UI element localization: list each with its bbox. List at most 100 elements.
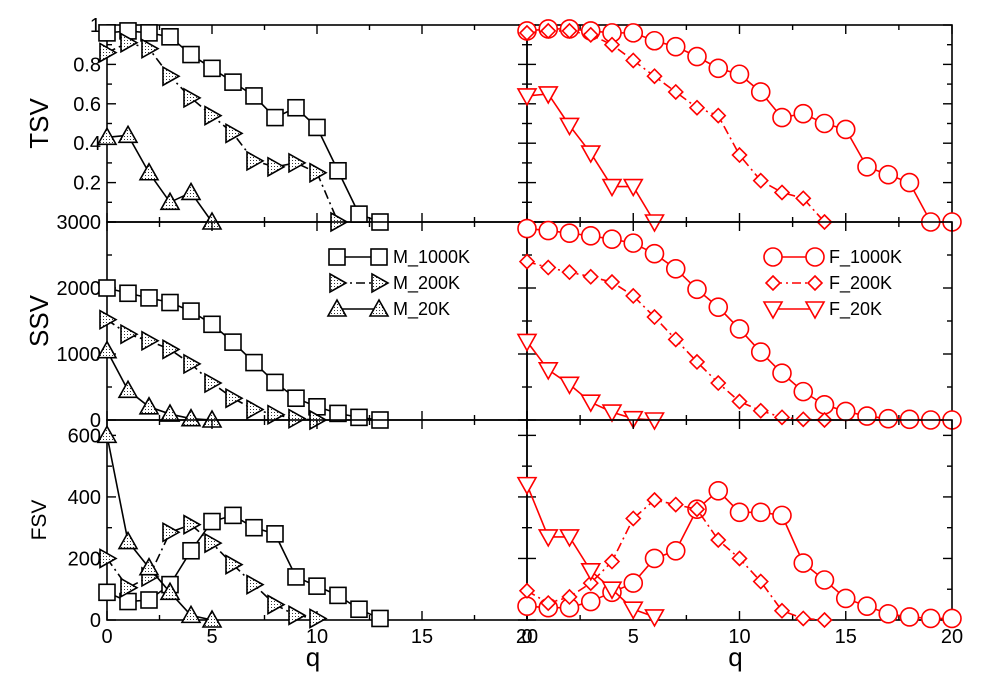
data-point	[371, 609, 389, 628]
data-point	[729, 64, 750, 85]
data-point	[225, 122, 244, 144]
data-point	[183, 353, 202, 375]
data-point	[708, 297, 729, 317]
data-point	[665, 259, 686, 279]
data-point	[752, 573, 769, 590]
data-point	[246, 399, 265, 420]
data-point	[667, 496, 684, 513]
legend-marker	[329, 272, 348, 294]
data-point	[622, 601, 644, 620]
data-point	[96, 340, 118, 359]
data-point	[183, 87, 202, 109]
data-point	[329, 404, 347, 423]
series-line	[526, 28, 952, 223]
y-tick-label: 0	[90, 410, 101, 432]
data-point	[99, 548, 118, 569]
data-point	[601, 178, 623, 198]
data-point	[182, 541, 200, 560]
data-point	[603, 36, 621, 53]
data-point	[538, 220, 559, 241]
data-point	[308, 577, 326, 595]
data-point	[687, 279, 707, 300]
axes-frame	[526, 24, 953, 223]
data-point	[644, 30, 665, 51]
data-point	[138, 162, 160, 181]
data-point	[814, 113, 835, 134]
x-tick-label: 10	[306, 626, 328, 648]
data-point	[710, 531, 727, 549]
data-point	[516, 333, 538, 353]
panel-left-bottom: 0 200 400 600 0 5 10 15 20 FSV q	[28, 419, 538, 672]
data-point	[267, 404, 286, 426]
data-point	[540, 594, 557, 612]
series-M_200K	[99, 32, 349, 233]
series-M_1000K	[98, 506, 389, 628]
data-point	[98, 279, 116, 297]
data-point	[224, 333, 242, 351]
data-point	[96, 126, 118, 146]
series-line	[106, 41, 339, 223]
data-point	[729, 319, 750, 339]
data-point	[814, 570, 835, 590]
series-line	[526, 499, 825, 621]
series-M_20K	[96, 124, 223, 230]
data-point	[559, 117, 580, 137]
data-point	[559, 529, 580, 548]
y-tick-label: 0.4	[73, 133, 101, 155]
data-point	[835, 401, 856, 422]
x-axis-label: q	[728, 642, 742, 672]
data-point	[772, 107, 792, 128]
series-F_1000K	[517, 218, 962, 430]
legend-marker	[368, 298, 390, 317]
data-point	[201, 609, 223, 628]
data-point	[140, 289, 158, 307]
legend-label: F_1000K	[829, 247, 902, 268]
data-point	[710, 374, 727, 392]
data-point	[835, 588, 856, 609]
x-tick-label: 15	[411, 626, 433, 648]
data-point	[920, 608, 941, 629]
data-point	[582, 26, 599, 43]
data-point	[561, 264, 578, 281]
data-point	[309, 162, 328, 184]
series-F_200K	[518, 491, 833, 629]
data-point	[687, 46, 707, 67]
data-point	[646, 308, 663, 326]
legend-marker	[371, 272, 390, 294]
data-point	[729, 502, 750, 523]
data-point	[772, 505, 792, 526]
data-point	[731, 550, 748, 567]
data-point	[517, 596, 537, 616]
legend-marker	[764, 274, 782, 292]
series-F_200K	[518, 22, 833, 231]
data-point	[99, 309, 118, 331]
data-point	[119, 284, 137, 303]
data-point	[225, 387, 244, 409]
data-point	[942, 608, 962, 629]
series-M_20K	[96, 340, 223, 428]
data-point	[350, 600, 368, 619]
data-point	[246, 574, 265, 595]
x-tick-label: 15	[835, 626, 857, 648]
y-tick-label: 0.6	[73, 94, 101, 116]
data-point	[857, 406, 877, 426]
data-point	[750, 502, 771, 523]
data-point	[561, 22, 578, 40]
legend-label: M_200K	[393, 273, 460, 294]
data-point	[518, 24, 536, 42]
y-tick-label: 3000	[57, 212, 102, 234]
data-point	[537, 86, 559, 105]
legend-marker	[326, 298, 348, 317]
data-point	[580, 226, 601, 246]
data-point	[98, 583, 116, 602]
series-F_200K	[518, 253, 833, 429]
data-point	[644, 548, 665, 569]
data-point	[644, 412, 665, 431]
series-F_20K	[516, 86, 665, 233]
data-point	[204, 105, 223, 126]
data-point	[688, 501, 706, 518]
data-point	[623, 233, 644, 253]
data-point	[246, 150, 265, 172]
data-point	[288, 152, 307, 174]
